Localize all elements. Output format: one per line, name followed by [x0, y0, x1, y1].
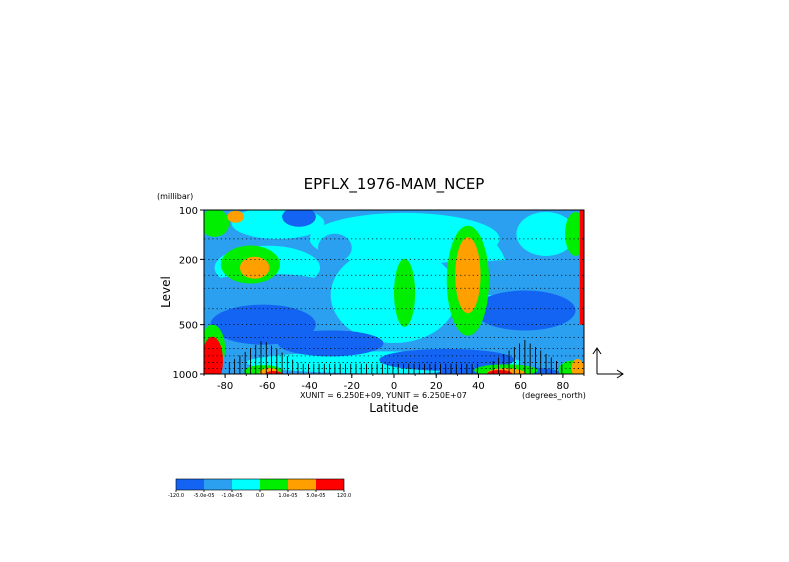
x-tick-label: 80 — [557, 381, 570, 392]
legend-label: -1.0e-05 — [222, 493, 243, 499]
x-tick-label: 0 — [391, 381, 397, 392]
legend-swatch — [288, 479, 316, 490]
legend-label: 1.0e-05 — [278, 493, 297, 499]
field-deep-blue-sh-low — [277, 330, 384, 357]
x-unit-label: (degrees_north) — [522, 391, 586, 400]
field-cyan-tropics — [330, 247, 458, 344]
legend-swatch — [260, 479, 288, 490]
field-red-sh-low — [265, 371, 283, 374]
field-red-nh-edge — [579, 210, 584, 325]
legend-label: 5.0e-05 — [306, 493, 325, 499]
y-axis-ticks: 100 200 500 1000 — [173, 206, 204, 381]
y-tick-label: 100 — [179, 206, 198, 217]
vector-reference-arrows — [592, 347, 624, 379]
field-green-equator — [394, 258, 416, 327]
legend-swatch — [232, 479, 260, 490]
y-tick-label: 500 — [179, 321, 198, 332]
flux-field — [204, 210, 584, 374]
flux-vectors — [228, 340, 563, 374]
x-tick-label: -40 — [301, 381, 317, 392]
horizontal-arrowhead — [616, 369, 624, 379]
field-green-sh-top — [204, 210, 230, 237]
x-axis-ticks: -80 -60 -40 -20 0 20 40 60 80 — [203, 374, 585, 392]
chart-title: EPFLX_1976-MAM_NCEP — [304, 175, 485, 194]
y-unit-label: (millibar) — [157, 192, 193, 201]
field-deep-blue-low — [379, 348, 515, 371]
legend-swatch — [176, 479, 204, 490]
x-tick-label: 20 — [430, 381, 443, 392]
y-axis-label: Level — [159, 276, 173, 308]
field-deep-blue-top — [282, 210, 316, 227]
field-blue-sh-upper — [318, 233, 352, 262]
y-tick-label: 1000 — [173, 370, 198, 381]
x-tick-label: -20 — [344, 381, 360, 392]
field-green-nh-edge — [565, 211, 584, 256]
x-tick-label: 40 — [472, 381, 485, 392]
y-tick-label: 200 — [179, 255, 198, 266]
legend-label: -120.0 — [168, 493, 184, 499]
legend-label: -5.0e-05 — [194, 493, 215, 499]
field-deep-blue-nh — [474, 290, 576, 331]
x-tick-label: -80 — [217, 381, 233, 392]
grid-lines — [204, 238, 584, 369]
field-red-sh-surface — [204, 336, 223, 374]
x-tick-label: -60 — [259, 381, 275, 392]
legend-end-label: 120.0 — [337, 493, 351, 499]
legend-swatch — [316, 479, 344, 490]
x-tick-label: 60 — [514, 381, 527, 392]
field-orange-sh — [239, 256, 270, 279]
x-axis-label: Latitude — [369, 401, 418, 415]
vertical-arrowhead — [592, 347, 602, 355]
color-legend: -120.0 -5.0e-05 -1.0e-05 0.0 1.0e-05 5.0e-05 1… — [168, 478, 351, 499]
legend-swatch — [204, 479, 232, 490]
unit-note: XUNIT = 6.250E+09, YUNIT = 6.250E+07 — [300, 391, 467, 400]
legend-label: 0.0 — [256, 493, 264, 499]
field-orange-nh — [455, 237, 481, 314]
field-cyan-nh-top — [516, 211, 576, 256]
field-orange-sh-top — [227, 210, 245, 223]
legend-frame — [175, 478, 345, 491]
